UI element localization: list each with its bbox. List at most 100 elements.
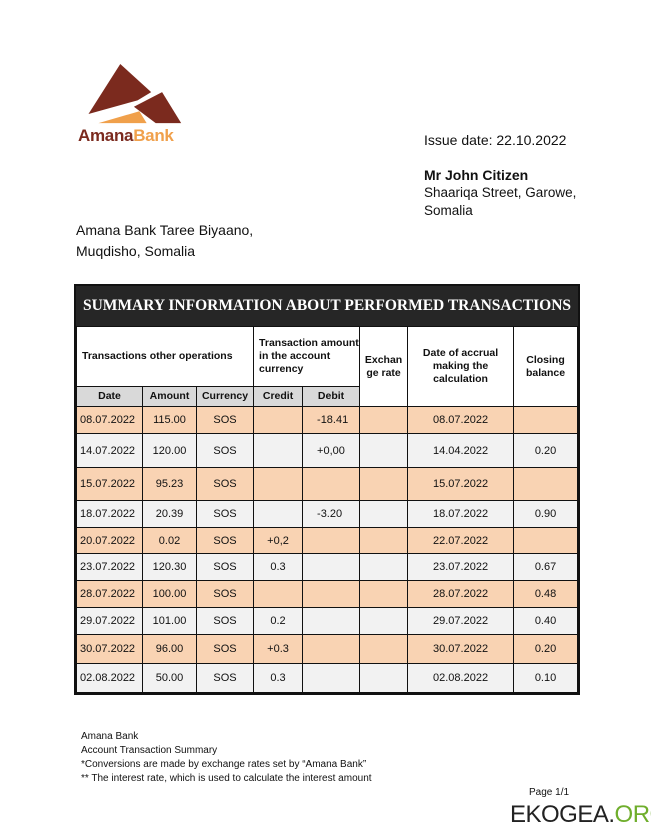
cell-debit: +0,00	[302, 433, 361, 468]
cell-closing: 0.40	[513, 607, 578, 635]
cell-currency: SOS	[195, 663, 255, 693]
cell-date: 28.07.2022	[76, 580, 143, 608]
cell-credit: 0.3	[253, 663, 304, 693]
cell-accrual: 02.08.2022	[407, 663, 515, 693]
cell-currency: SOS	[195, 500, 255, 528]
cell-accrual: 28.07.2022	[407, 580, 515, 608]
logo-text-bank: Bank	[133, 126, 174, 145]
issue-date: Issue date: 22.10.2022	[424, 132, 567, 148]
subheader-currency: Currency	[195, 386, 255, 407]
table-row: 15.07.2022 95.23 SOS 15.07.2022	[76, 467, 578, 501]
subheader-date: Date	[76, 386, 143, 407]
cell-accrual: 14.04.2022	[407, 433, 515, 468]
table-row: 30.07.2022 96.00 SOS +0.3 30.07.2022 0.20	[76, 634, 578, 664]
cell-amount: 100.00	[142, 580, 197, 608]
subheader-amount: Amount	[142, 386, 197, 407]
cell-amount: 101.00	[142, 607, 197, 635]
cell-amount: 120.30	[142, 553, 197, 581]
cell-credit: 0.2	[253, 607, 304, 635]
cell-debit	[302, 553, 361, 581]
cell-date: 02.08.2022	[76, 663, 143, 693]
cell-debit	[302, 580, 361, 608]
cell-debit: -18.41	[302, 406, 361, 434]
cell-currency: SOS	[195, 580, 255, 608]
footer-notes: Amana Bank Account Transaction Summary *…	[81, 730, 372, 786]
cell-accrual: 18.07.2022	[407, 500, 515, 528]
customer-address-line2: Somalia	[424, 203, 473, 218]
footer-line: *Conversions are made by exchange rates …	[81, 759, 367, 770]
cell-amount: 120.00	[142, 433, 197, 468]
cell-rate	[359, 607, 409, 635]
cell-rate	[359, 500, 409, 528]
cell-closing	[513, 406, 578, 434]
cell-currency: SOS	[195, 634, 255, 664]
table-row: 20.07.2022 0.02 SOS +0,2 22.07.2022	[76, 527, 578, 554]
cell-rate	[359, 663, 409, 693]
cell-closing: 0.20	[513, 433, 578, 468]
cell-accrual: 30.07.2022	[407, 634, 515, 664]
header-other-operations: Transactions other operations	[75, 326, 255, 387]
cell-closing: 0.10	[513, 663, 578, 693]
table-row: 28.07.2022 100.00 SOS 28.07.2022 0.48	[76, 580, 578, 608]
cell-closing: 0.90	[513, 500, 578, 528]
cell-date: 29.07.2022	[76, 607, 143, 635]
cell-amount: 96.00	[142, 634, 197, 664]
cell-rate	[359, 527, 409, 554]
table-row: 14.07.2022 120.00 SOS +0,00 14.04.2022 0.20	[76, 433, 578, 468]
cell-credit	[253, 500, 304, 528]
cell-debit	[302, 527, 361, 554]
customer-block: Mr John Citizen Shaariqa Street, Garowe,…	[424, 166, 576, 220]
header-closing-balance: Closing balance	[513, 326, 578, 407]
cell-currency: SOS	[195, 406, 255, 434]
watermark-text: EKOGEA.	[510, 801, 615, 828]
cell-accrual: 08.07.2022	[407, 406, 515, 434]
cell-credit: +0.3	[253, 634, 304, 664]
cell-credit	[253, 433, 304, 468]
cell-currency: SOS	[195, 467, 255, 501]
cell-closing: 0.67	[513, 553, 578, 581]
cell-credit	[253, 580, 304, 608]
cell-currency: SOS	[195, 527, 255, 554]
cell-credit	[253, 467, 304, 501]
logo-text-amana: Amana	[78, 126, 134, 145]
cell-date: 08.07.2022	[76, 406, 143, 434]
cell-debit	[302, 634, 361, 664]
cell-closing	[513, 527, 578, 554]
cell-date: 20.07.2022	[76, 527, 143, 554]
cell-date: 14.07.2022	[76, 433, 143, 468]
cell-amount: 0.02	[142, 527, 197, 554]
footer-line: Account Transaction Summary	[81, 745, 218, 756]
cell-credit: +0,2	[253, 527, 304, 554]
header-amount-account-currency: Transaction amount in the account curren…	[253, 326, 361, 387]
cell-date: 23.07.2022	[76, 553, 143, 581]
subheader-debit: Debit	[302, 386, 361, 407]
cell-currency: SOS	[195, 553, 255, 581]
transactions-table: SUMMARY INFORMATION ABOUT PERFORMED TRAN…	[74, 284, 580, 695]
watermark-text-accent: ORG	[614, 801, 651, 828]
cell-credit	[253, 406, 304, 434]
header-exchange-rate: Exchan ge rate	[359, 326, 409, 407]
cell-rate	[359, 634, 409, 664]
bank-address-line2: Muqdisho, Somalia	[76, 243, 196, 259]
cell-debit	[302, 607, 361, 635]
cell-currency: SOS	[195, 433, 255, 468]
cell-debit	[302, 663, 361, 693]
bank-address: Amana Bank Taree Biyaano, Muqdisho, Soma…	[76, 220, 253, 262]
cell-date: 30.07.2022	[76, 634, 143, 664]
cell-rate	[359, 553, 409, 581]
cell-date: 18.07.2022	[76, 500, 143, 528]
cell-accrual: 22.07.2022	[407, 527, 515, 554]
page-number: Page 1/1	[529, 787, 570, 798]
cell-debit	[302, 467, 361, 501]
cell-currency: SOS	[195, 607, 255, 635]
customer-name: Mr John Citizen	[424, 167, 529, 183]
table-title: SUMMARY INFORMATION ABOUT PERFORMED TRAN…	[76, 286, 578, 326]
cell-accrual: 29.07.2022	[407, 607, 515, 635]
cell-closing	[513, 467, 578, 501]
footer-line: ** The interest rate, which is used to c…	[81, 773, 372, 784]
cell-closing: 0.20	[513, 634, 578, 664]
customer-address-line1: Shaariqa Street, Garowe,	[424, 185, 577, 200]
cell-amount: 115.00	[142, 406, 197, 434]
watermark: EKOGEA.ORG	[510, 801, 651, 829]
